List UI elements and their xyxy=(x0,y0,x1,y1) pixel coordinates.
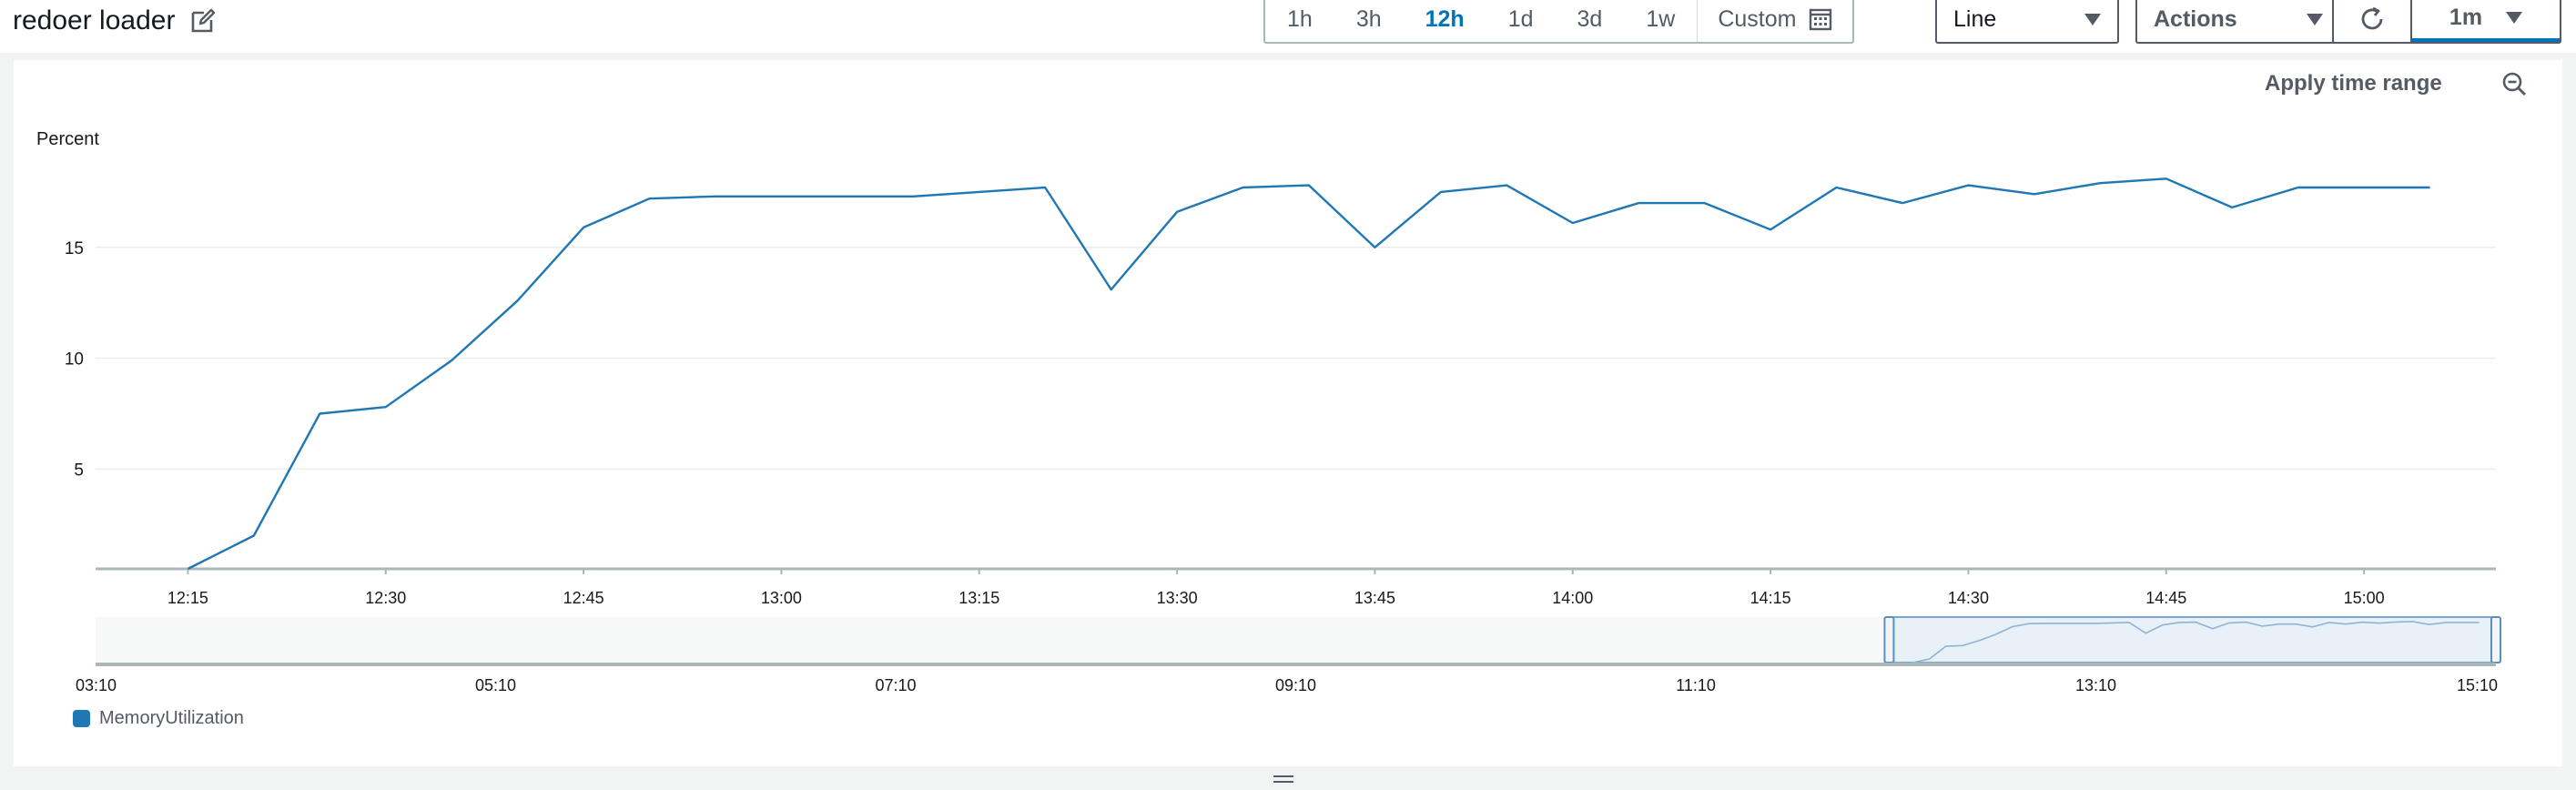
range-12h[interactable]: 12h xyxy=(1425,5,1465,32)
refresh-interval-dropdown[interactable]: 1m xyxy=(2412,0,2560,42)
custom-range-button[interactable]: Custom xyxy=(1697,0,1852,42)
resize-handle[interactable] xyxy=(1273,775,1293,786)
range-1w[interactable]: 1w xyxy=(1646,5,1676,32)
calendar-icon xyxy=(1810,8,1832,31)
apply-time-range-button[interactable]: Apply time range xyxy=(2265,71,2442,96)
edit-icon[interactable] xyxy=(189,7,217,35)
chart-type-value: Line xyxy=(1953,5,1997,32)
actions-dropdown[interactable]: Actions xyxy=(2135,0,2341,44)
widget-header: redoer loader 1h 3h 12h 1d 3d 1w Custom … xyxy=(0,0,2576,53)
chart-panel xyxy=(14,60,2562,766)
refresh-button[interactable] xyxy=(2334,0,2412,42)
chevron-down-icon xyxy=(2307,13,2323,25)
range-3h[interactable]: 3h xyxy=(1355,5,1382,32)
legend-label-memoryutilization: MemoryUtilization xyxy=(99,708,244,728)
chevron-down-icon xyxy=(2506,11,2523,24)
refresh-interval-value: 1m xyxy=(2449,4,2483,30)
range-1h[interactable]: 1h xyxy=(1287,5,1313,32)
custom-range-label: Custom xyxy=(1718,5,1797,32)
title-area: redoer loader xyxy=(13,5,217,36)
legend: MemoryUtilization xyxy=(73,708,244,729)
chart-type-dropdown[interactable]: Line xyxy=(1935,0,2119,44)
zoom-out-icon[interactable] xyxy=(2501,71,2527,96)
time-range-selector: 1h 3h 12h 1d 3d 1w Custom xyxy=(1263,0,1855,44)
chevron-down-icon xyxy=(2084,13,2101,25)
range-3d[interactable]: 3d xyxy=(1577,5,1603,32)
refresh-controls: 1m xyxy=(2332,0,2561,44)
refresh-icon xyxy=(2361,6,2383,30)
widget-title: redoer loader xyxy=(13,5,176,35)
range-1d[interactable]: 1d xyxy=(1507,5,1534,32)
actions-label: Actions xyxy=(2154,5,2237,32)
legend-swatch-memoryutilization[interactable] xyxy=(73,710,90,727)
